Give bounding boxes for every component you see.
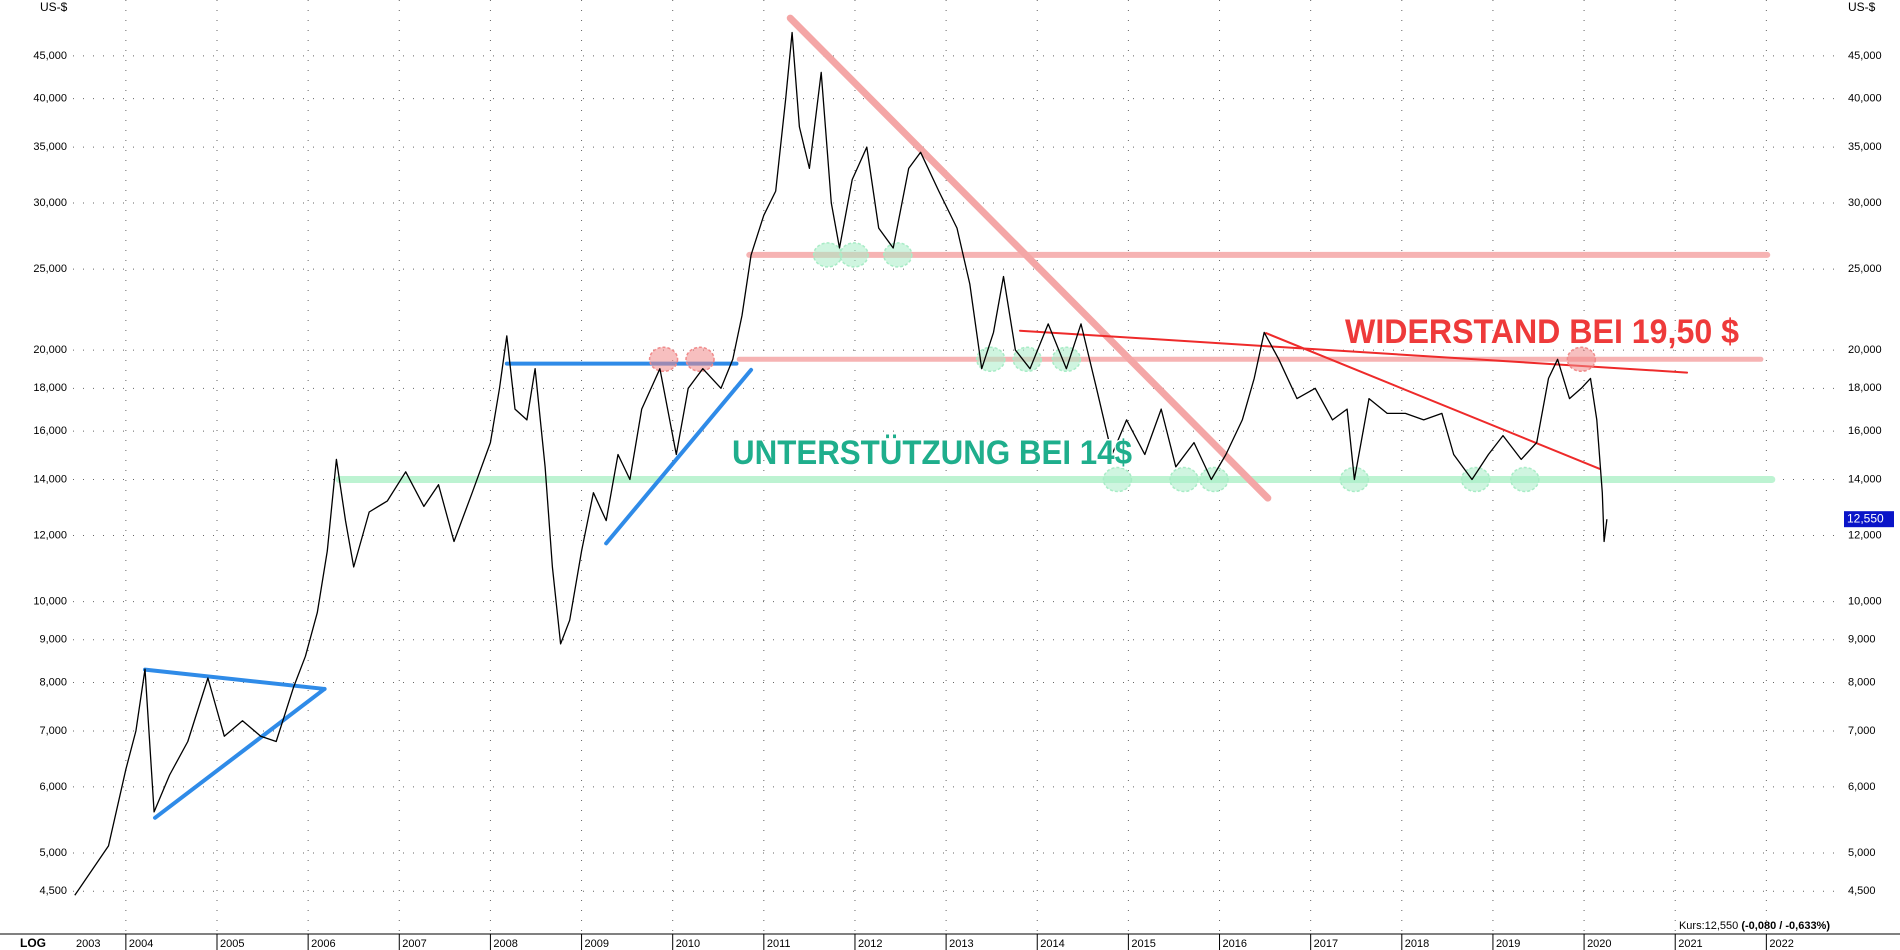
x-tick-label: 2004 [129, 938, 153, 950]
y-tick-label: 45,000 [33, 50, 67, 62]
level-marker [1012, 346, 1042, 373]
x-tick-label: 2006 [311, 938, 335, 950]
level-marker [1510, 466, 1540, 493]
x-tick-label: 2014 [1040, 938, 1064, 950]
x-tick-label: 2010 [676, 938, 700, 950]
y-tick-label: 20,000 [33, 344, 67, 356]
x-tick-label: 2021 [1678, 938, 1702, 950]
x-tick-label: 2005 [220, 938, 244, 950]
y2-tick-label: 18,000 [1848, 382, 1882, 394]
price-line [74, 31, 1608, 896]
y2-tick-label: 14,000 [1848, 473, 1882, 485]
y2-tick-label: 6,000 [1848, 781, 1876, 793]
x-tick-label: 2017 [1314, 938, 1338, 950]
y2-tick-label: 9,000 [1848, 634, 1876, 646]
x-tick-label: 2019 [1496, 938, 1520, 950]
y2-tick-label: 5,000 [1848, 847, 1876, 859]
level-marker [1199, 466, 1229, 493]
level-marker [685, 346, 715, 373]
y-tick-label: 5,000 [39, 847, 67, 859]
x-tick-label: 2018 [1405, 938, 1429, 950]
y-tick-label: 25,000 [33, 263, 67, 275]
x-tick-label: 2003 [76, 938, 100, 950]
quote: Kurs:12,550 (-0,080 / -0,633%) [1679, 920, 1830, 932]
y2-tick-label: 8,000 [1848, 676, 1876, 688]
quote-change: (-0,080 / -0,633%) [1741, 920, 1830, 932]
level-marker [1169, 466, 1199, 493]
y-tick-label: 7,000 [39, 725, 67, 737]
plot [74, 31, 1608, 896]
y-tick-label: 16,000 [33, 425, 67, 437]
y2-tick-label: 20,000 [1848, 344, 1882, 356]
y2-tick-label: 10,000 [1848, 595, 1882, 607]
level-marker [976, 346, 1006, 373]
level-marker [1102, 466, 1133, 493]
y-tick-label: 10,000 [33, 595, 67, 607]
y-tick-label: 12,000 [33, 529, 67, 541]
level-marker [883, 242, 913, 268]
y-tick-label: 6,000 [39, 781, 67, 793]
y-tick-label: 14,000 [33, 473, 67, 485]
drawings [142, 14, 1776, 820]
y2-axis-label: US-$ [1848, 0, 1876, 14]
level-marker [839, 242, 869, 268]
x-tick-label: 2011 [767, 938, 791, 950]
x-tick-label: 2013 [949, 938, 973, 950]
last-price-box [1844, 511, 1894, 528]
y-axis-label: US-$ [40, 0, 68, 14]
x-tick-label: 2012 [858, 938, 882, 950]
y-tick-label: 30,000 [33, 197, 67, 209]
trend-line [786, 14, 1272, 502]
y-tick-label: 35,000 [33, 141, 67, 153]
y2-tick-label: 35,000 [1848, 141, 1882, 153]
y2-tick-label: 45,000 [1848, 50, 1882, 62]
scale-label: LOG [20, 936, 46, 950]
trend-line [142, 667, 327, 691]
y-tick-label: 18,000 [33, 382, 67, 394]
x-tick-label: 2020 [1587, 938, 1611, 950]
level-marker [1051, 346, 1082, 373]
x-tick-label: 2016 [1223, 938, 1247, 950]
level-marker [812, 242, 843, 268]
x-tick-label: 2009 [585, 938, 609, 950]
y-tick-label: 9,000 [39, 634, 67, 646]
annotation: WIDERSTAND BEI 19,50 $ [1345, 313, 1739, 351]
level-marker [1566, 346, 1597, 373]
last-price-label: 12,550 [1847, 511, 1884, 525]
trend-line [1265, 332, 1601, 470]
y2-tick-label: 40,000 [1848, 93, 1882, 105]
level-marker [648, 346, 679, 373]
y2-tick-label: 12,000 [1848, 529, 1882, 541]
y-tick-label: 8,000 [39, 676, 67, 688]
y2-tick-label: 30,000 [1848, 197, 1882, 209]
annotation: UNTERSTÜTZUNG BEI 14$ [732, 434, 1132, 472]
trend-line [604, 367, 754, 546]
y2-tick-label: 7,000 [1848, 725, 1876, 737]
trend-line [153, 686, 327, 820]
quote-price: Kurs:12,550 [1679, 920, 1738, 932]
x-tick-label: 2008 [493, 938, 517, 950]
y2-tick-label: 4,500 [1848, 885, 1876, 897]
y2-tick-label: 25,000 [1848, 263, 1882, 275]
x-tick-label: 2015 [1131, 938, 1155, 950]
x-tick-label: 2022 [1769, 938, 1793, 950]
x-tick-label: 2007 [402, 938, 426, 950]
level-marker [1460, 466, 1491, 493]
y-tick-label: 4,500 [39, 885, 67, 897]
y2-tick-label: 16,000 [1848, 425, 1882, 437]
y-tick-label: 40,000 [33, 93, 67, 105]
